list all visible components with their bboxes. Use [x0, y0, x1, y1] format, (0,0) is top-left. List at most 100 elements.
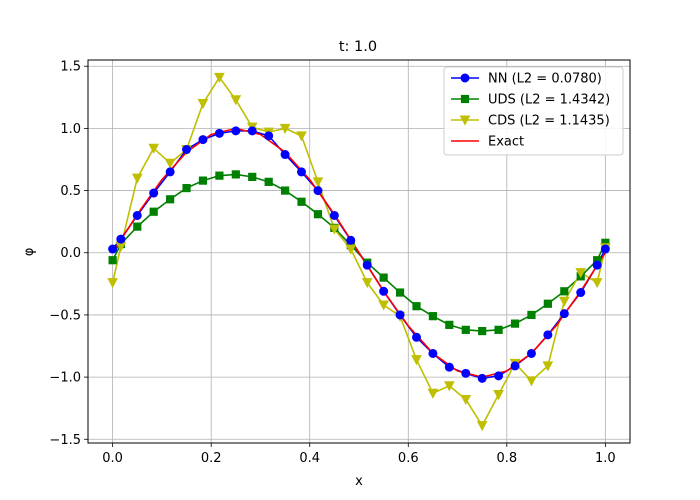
data-point-cds [575, 268, 587, 279]
y-tick-label: −1.0 [49, 371, 81, 386]
data-point-uds [149, 207, 158, 216]
data-point-nn [198, 135, 208, 145]
data-point-uds [445, 320, 454, 329]
data-point-nn [412, 332, 422, 342]
data-point-nn [559, 309, 569, 319]
legend-label: NN (L2 = 0.0780) [488, 72, 602, 87]
data-point-cds [542, 361, 554, 372]
data-point-nn [313, 186, 323, 196]
legend-marker [460, 94, 470, 104]
x-tick-label: 0.6 [398, 451, 419, 466]
data-point-cds [443, 381, 455, 392]
data-point-cds [526, 376, 537, 387]
data-point-nn [395, 310, 405, 320]
x-tick-label: 1.0 [595, 451, 616, 466]
data-point-cds [329, 224, 340, 235]
data-point-cds [214, 72, 225, 83]
data-point-uds [543, 299, 552, 308]
data-point-nn [526, 348, 536, 358]
data-point-uds [412, 302, 421, 311]
plot-frame [87, 59, 631, 444]
data-point-nn [149, 188, 159, 198]
data-point-nn [362, 260, 372, 270]
data-point-cds [197, 99, 209, 110]
legend: NN (L2 = 0.0780) UDS (L2 = 1.4342) CDS (L2… [443, 66, 624, 156]
data-point-cds [411, 355, 422, 366]
data-point-uds [428, 312, 438, 321]
data-point-uds [133, 222, 142, 231]
data-point-uds [248, 172, 257, 181]
data-point-nn [264, 131, 274, 141]
y-tick-label: 1.0 [60, 122, 81, 137]
data-point-nn [132, 210, 142, 220]
data-point-uds [494, 325, 503, 334]
data-point-uds [461, 325, 470, 334]
data-point-uds [108, 256, 117, 265]
y-tick-label: 1.5 [60, 60, 81, 75]
data-point-nn [592, 260, 602, 270]
data-point-uds [478, 326, 487, 336]
y-axis-ticks: −1.5 −1.0 −0.5 0.0 0.5 1.0 1.5 [49, 60, 88, 448]
y-axis-label: φ [22, 248, 37, 257]
data-point-cds [279, 123, 291, 134]
legend-box [443, 66, 624, 156]
data-point-nn [576, 288, 586, 298]
data-point-uds [527, 310, 536, 320]
data-point-uds [264, 177, 273, 186]
y-tick-label: 0.5 [60, 184, 81, 199]
data-point-uds [510, 319, 520, 328]
data-point-nn [600, 244, 610, 254]
data-point-cds [345, 244, 357, 255]
y-tick-label: −1.5 [49, 433, 81, 448]
legend-item-uds: UDS (L2 = 1.4342) [451, 93, 610, 108]
data-point-nn [329, 210, 339, 220]
data-point-uds [313, 210, 323, 219]
data-point-nn [280, 150, 290, 160]
data-point-uds [560, 287, 569, 296]
data-point-nn [108, 244, 118, 254]
data-point-uds [198, 176, 208, 185]
data-point-cds [148, 143, 160, 154]
data-point-nn [296, 167, 306, 177]
data-point-cds [230, 95, 242, 106]
x-tick-label: 0.8 [496, 451, 517, 466]
data-point-nn [444, 362, 454, 372]
data-point-cds [131, 173, 143, 184]
data-point-cds [493, 390, 504, 401]
y-tick-label: −0.5 [49, 308, 81, 323]
data-point-uds [297, 197, 306, 206]
x-axis-label: x [355, 474, 363, 489]
legend-marker [460, 73, 470, 83]
chart-title: t: 1.0 [339, 39, 377, 55]
data-point-uds [182, 183, 191, 193]
data-point-nn [461, 368, 471, 378]
series-points-uds [108, 170, 610, 336]
legend-marker [459, 115, 471, 126]
data-point-cds [164, 158, 176, 169]
data-point-nn [182, 145, 192, 155]
data-point-uds [280, 186, 290, 195]
data-point-nn [247, 126, 257, 136]
data-point-nn [428, 348, 438, 358]
x-tick-label: 0.4 [299, 451, 320, 466]
legend-item-nn: NN (L2 = 0.0780) [451, 72, 602, 87]
legend-label: CDS (L2 = 1.1435) [488, 114, 610, 129]
x-tick-label: 0.2 [201, 451, 222, 466]
data-point-nn [231, 126, 241, 136]
data-point-nn [379, 286, 389, 296]
data-point-nn [116, 234, 126, 244]
data-point-nn [543, 330, 553, 340]
data-point-cds [476, 421, 488, 432]
series-points-nn [108, 126, 610, 383]
data-point-cds [361, 278, 373, 289]
data-point-nn [165, 167, 175, 177]
data-point-uds [379, 273, 388, 282]
legend-item-cds: CDS (L2 = 1.1435) [451, 114, 610, 129]
data-point-cds [107, 278, 118, 289]
data-point-nn [510, 361, 520, 371]
data-point-nn [214, 128, 224, 138]
data-point-nn [477, 373, 487, 383]
x-tick-label: 0.0 [102, 451, 123, 466]
data-point-cds [296, 131, 307, 142]
